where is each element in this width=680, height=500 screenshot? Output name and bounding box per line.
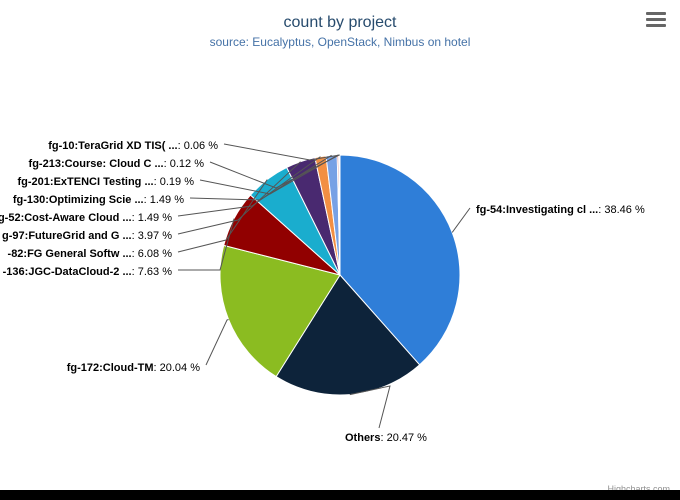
label-connector [206, 320, 229, 365]
slice-label: -136:JGC-DataCloud-2 ...: 7.63 % [3, 266, 172, 278]
slice-label: fg-172:Cloud-TM: 20.04 % [67, 362, 200, 374]
slice-label: Others: 20.47 % [345, 432, 427, 444]
plot-area: fg-54:Investigating cl ...: 38.46 % Other… [0, 60, 680, 480]
slice-label: fg-201:ExTENCI Testing ...: 0.19 % [18, 176, 194, 188]
slice-label: g-97:FutureGrid and G ...: 3.97 % [2, 230, 172, 242]
slice-label: -82:FG General Softw ...: 6.08 % [8, 248, 172, 260]
slice-label: fg-213:Course: Cloud C ...: 0.12 % [29, 158, 204, 170]
slice-label: fg-10:TeraGrid XD TIS( ...: 0.06 % [48, 140, 218, 152]
chart-container: count by project source: Eucalyptus, Ope… [0, 0, 680, 500]
chart-subtitle: source: Eucalyptus, OpenStack, Nimbus on… [0, 35, 680, 49]
label-connector [452, 208, 470, 232]
chart-title: count by project [0, 14, 680, 32]
slice-label: fg-130:Optimizing Scie ...: 1.49 % [13, 194, 184, 206]
label-connector [224, 144, 340, 160]
below-bar [0, 490, 680, 500]
slice-label: fg-54:Investigating cl ...: 38.46 % [476, 204, 645, 216]
slice-label: g-52:Cost-Aware Cloud ...: 1.49 % [0, 212, 172, 224]
